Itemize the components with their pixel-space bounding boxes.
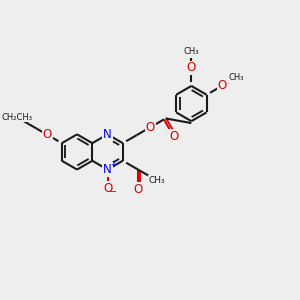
Text: O: O: [43, 128, 52, 141]
Text: +: +: [110, 160, 117, 169]
Text: CH₂CH₃: CH₂CH₃: [2, 113, 32, 122]
Text: O: O: [103, 182, 112, 194]
Text: −: −: [109, 187, 118, 197]
Text: O: O: [134, 183, 143, 196]
Text: O: O: [187, 61, 196, 74]
Text: O: O: [169, 130, 178, 143]
Text: N: N: [103, 163, 112, 176]
Text: CH₃: CH₃: [184, 47, 199, 56]
Text: CH₃: CH₃: [228, 73, 244, 82]
Text: CH₃: CH₃: [148, 176, 165, 185]
Text: O: O: [146, 121, 155, 134]
Text: O: O: [218, 79, 227, 92]
Text: N: N: [103, 128, 112, 141]
